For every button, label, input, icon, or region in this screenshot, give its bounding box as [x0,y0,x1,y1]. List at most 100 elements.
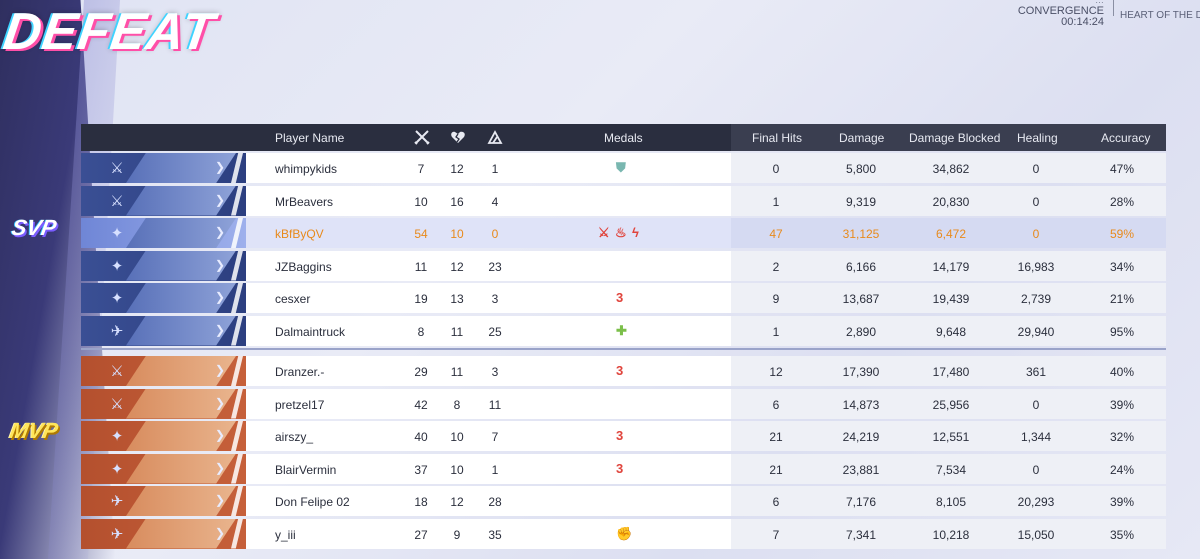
row-stats-bg [731,388,1166,419]
player-portrait[interactable]: ✦ ❯ [81,283,246,313]
damage-blocked-value: 19,439 [932,292,970,306]
chevron-right-icon[interactable]: ❯ [215,192,226,207]
healing-value: 0 [1032,397,1040,412]
duelist-role-icon: ✦ [110,225,124,242]
player-row[interactable]: ✦ ❯ airszy_ 40 10 7 3 21 24,219 12,551 1,344 32% [81,421,1166,451]
damage-value: 13,687 [842,292,880,306]
player-name[interactable]: airszy_ [275,430,314,444]
damage-blocked-value: 17,480 [932,365,970,379]
player-portrait[interactable]: ⚔ ❯ [81,153,246,183]
player-name[interactable]: kBfByQV [275,227,324,241]
player-portrait[interactable]: ⚔ ❯ [81,356,246,386]
chevron-right-icon[interactable]: ❯ [215,395,226,410]
damage-blocked-value: 34,862 [932,162,970,176]
player-name[interactable]: whimpykids [275,162,338,176]
player-row[interactable]: ⚔ ❯ Dranzer.- 29 11 3 3 12 17,390 17,480 361 40% [81,356,1166,386]
damage-value: 7,341 [845,527,877,542]
damage-blocked-value: 12,551 [932,430,970,444]
chevron-right-icon[interactable]: ❯ [215,290,226,304]
chevron-right-icon[interactable]: ❯ [215,363,226,377]
healing-value: 361 [1025,365,1047,379]
player-portrait[interactable]: ✦ ❯ [81,218,246,248]
deaths-value: 10 [450,430,464,444]
player-portrait[interactable]: ⚔ ❯ [81,388,246,419]
streak-3-medal-icon: 3 [616,363,624,378]
assists-icon [485,128,505,146]
duelist-role-icon: ✦ [110,460,124,478]
chevron-right-icon[interactable]: ❯ [215,428,226,442]
header-final-hits: Final Hits [752,131,803,145]
deaths-icon [448,128,468,146]
chevron-right-icon[interactable]: ❯ [215,525,226,540]
player-name[interactable]: BlairVermin [275,462,337,477]
player-row[interactable]: ⚔ ❯ pretzel17 42 8 11 6 14,873 25,956 0 39% [81,388,1166,419]
player-portrait[interactable]: ✦ ❯ [81,250,246,281]
player-name[interactable]: y_iii [275,527,296,542]
duelist-role-icon: ✦ [110,290,124,307]
player-portrait[interactable]: ⚔ ❯ [81,185,246,216]
hero-portrait [126,453,236,484]
chevron-right-icon[interactable]: ❯ [215,460,226,475]
player-name[interactable]: Dranzer.- [275,365,325,379]
accuracy-value: 21% [1109,292,1135,306]
accuracy-value: 35% [1109,527,1135,542]
player-row[interactable]: ✦ ❯ cesxer 19 13 3 3 9 13,687 19,439 2,739 21% [81,283,1166,313]
accuracy-value: 39% [1109,397,1135,412]
player-portrait[interactable]: ✦ ❯ [81,421,246,451]
player-portrait[interactable]: ✈ ❯ [81,518,246,549]
final-hits-value: 2 [772,259,780,274]
player-name[interactable]: MrBeavers [275,194,334,209]
player-row[interactable]: ✈ ❯ y_iii 27 9 35 ✊ 7 7,341 10,218 15,050 35% [81,518,1166,549]
player-portrait[interactable]: ✈ ❯ [81,486,246,516]
player-name[interactable]: cesxer [275,292,311,306]
final-hits-value: 12 [769,365,783,379]
row-stats-bg [731,153,1166,183]
row-stats-bg [731,315,1166,346]
chevron-right-icon[interactable]: ❯ [215,225,226,239]
chevron-right-icon[interactable]: ❯ [215,160,226,174]
damage-blocked-value: 9,648 [935,324,967,339]
player-name[interactable]: JZBaggins [275,259,332,274]
player-portrait[interactable]: ✈ ❯ [81,315,246,346]
damage-value: 24,219 [842,430,880,444]
damage-blocked-value: 6,472 [935,227,967,241]
chevron-right-icon[interactable]: ❯ [215,493,226,507]
accuracy-value: 47% [1109,162,1135,176]
kills-value: 40 [414,430,428,444]
player-name[interactable]: Dalmaintruck [275,324,346,339]
accuracy-value: 34% [1109,259,1135,274]
chevron-right-icon[interactable]: ❯ [215,322,226,337]
player-row[interactable]: ✈ ❯ Dalmaintruck 8 11 25 ✚ 1 2,890 9,648 29,940 95% [81,315,1166,346]
damage-blocked-value: 14,179 [932,259,970,274]
player-name[interactable]: pretzel17 [275,397,325,412]
vanguard-role-icon: ⚔ [110,160,124,177]
deaths-value: 10 [450,462,464,477]
accuracy-value: 40% [1109,365,1135,379]
player-row[interactable]: ✦ ❯ JZBaggins 11 12 23 2 6,166 14,179 16,983 34% [81,250,1166,281]
kills-value: 19 [414,292,428,306]
kills-value: 54 [414,227,428,241]
player-name[interactable]: Don Felipe 02 [275,495,350,509]
assists-value: 28 [488,495,502,509]
swords-medal-icon: ⚔ [598,225,610,240]
row-stats-bg [731,185,1166,216]
assists-value: 0 [491,227,499,241]
final-hits-value: 7 [772,527,780,542]
chevron-right-icon[interactable]: ❯ [215,257,226,272]
scoreboard-header: Player Name Medals Final Hits Damage Dam… [81,124,1166,151]
player-portrait[interactable]: ✦ ❯ [81,453,246,484]
hero-portrait [126,185,236,216]
hero-portrait [126,518,236,549]
row-stats-bg [731,250,1166,281]
assists-value: 3 [491,365,499,379]
player-row[interactable]: ⚔ ❯ whimpykids 7 12 1 ⛊ 0 5,800 34,862 0 47% [81,153,1166,183]
player-row[interactable]: ✦ ❯ BlairVermin 37 10 1 3 21 23,881 7,534 0 24% [81,453,1166,484]
damage-value: 17,390 [842,365,880,379]
player-row[interactable]: ⚔ ❯ MrBeavers 10 16 4 1 9,319 20,830 0 28% [81,185,1166,216]
player-row[interactable]: ✦ ❯ kBfByQV 54 10 0 ⚔ ♨ ϟ 47 31,125 6,472 0 59% [81,218,1166,248]
damage-blocked-value: 7,534 [935,462,967,477]
player-row[interactable]: ✈ ❯ Don Felipe 02 18 12 28 6 7,176 8,105 20,293 39… [81,486,1166,516]
assists-value: 25 [488,324,502,339]
accuracy-value: 24% [1109,462,1135,477]
deaths-value: 13 [450,292,464,306]
